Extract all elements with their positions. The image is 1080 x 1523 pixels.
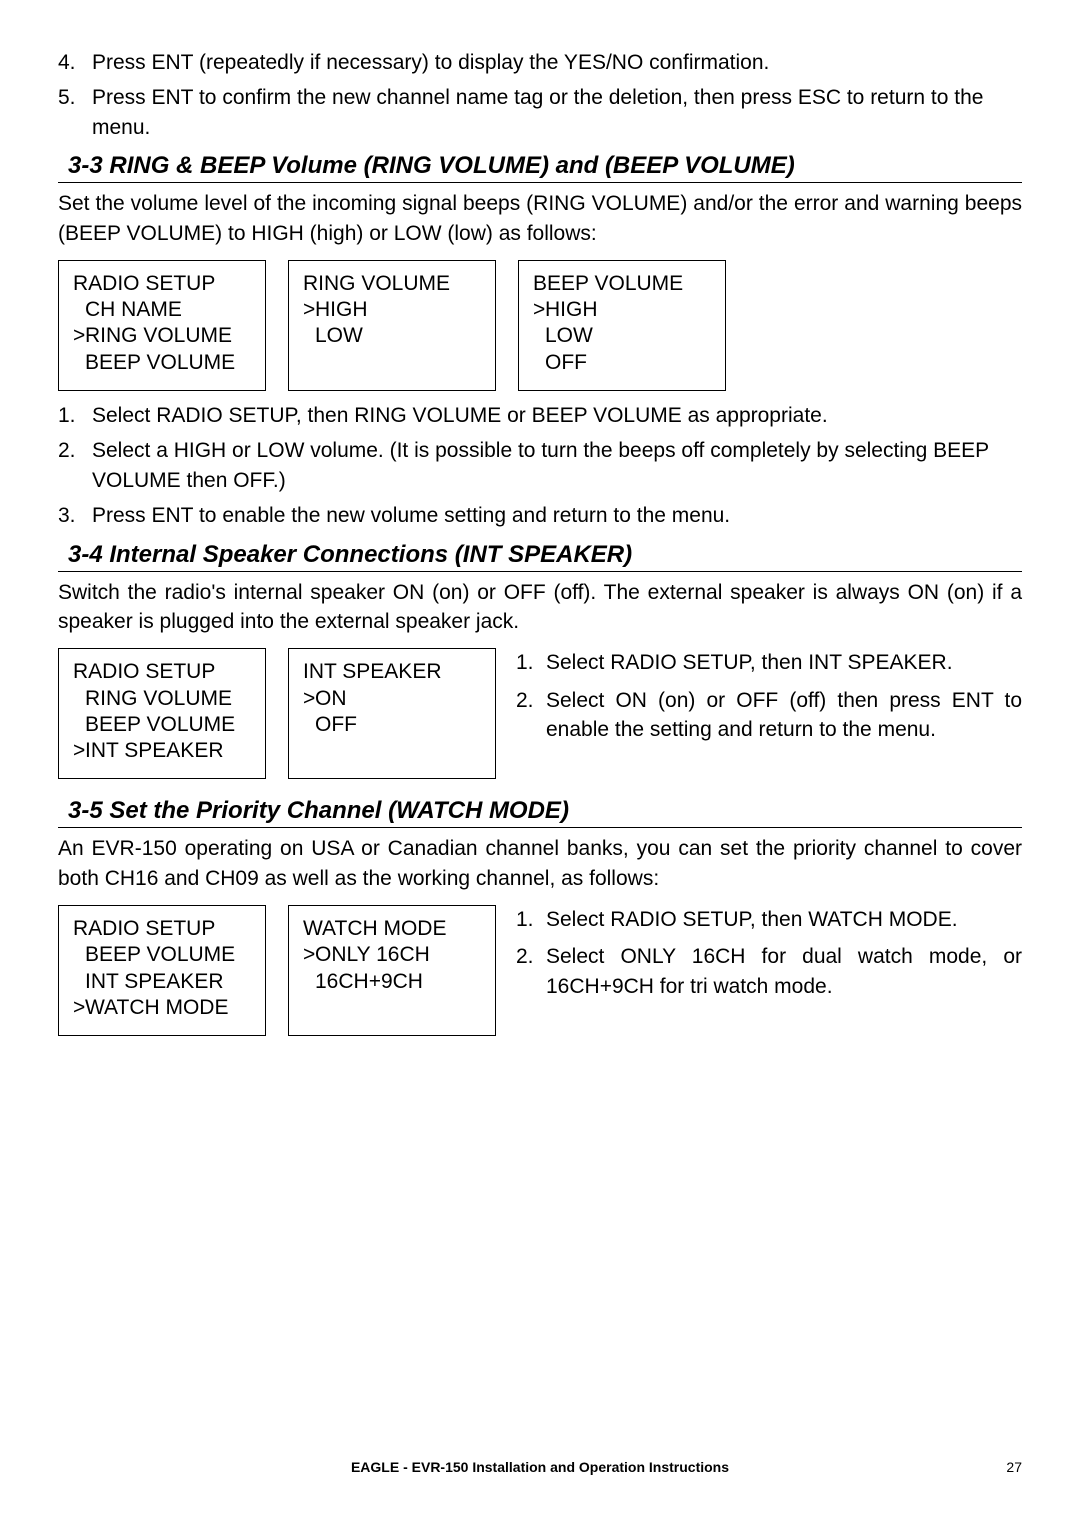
list-item: 1. Select RADIO SETUP, then RING VOLUME o… xyxy=(58,401,1022,430)
menu-item: BEEP VOLUME xyxy=(73,942,251,968)
list-item: 4. Press ENT (repeatedly if necessary) to… xyxy=(58,48,1022,77)
menu-title: RADIO SETUP xyxy=(73,916,251,942)
list-item: 5. Press ENT to confirm the new channel n… xyxy=(58,83,1022,142)
step-text: Press ENT (repeatedly if necessary) to d… xyxy=(92,51,769,74)
section-3-5-intro: An EVR-150 operating on USA or Canadian … xyxy=(58,834,1022,893)
step-text: Select RADIO SETUP, then INT SPEAKER. xyxy=(546,651,953,674)
section-3-4-steps: 1.Select RADIO SETUP, then INT SPEAKER. … xyxy=(516,648,1022,752)
list-item: 2. Select ONLY 16CH for dual watch mode, … xyxy=(516,942,1022,1001)
menu-title: INT SPEAKER xyxy=(303,659,481,685)
menu-item: BEEP VOLUME xyxy=(73,350,251,376)
menu-radio-setup: RADIO SETUP CH NAME RING VOLUME BEEP VOL… xyxy=(58,260,266,391)
step-number: 2. xyxy=(516,942,534,971)
menu-item-selected: RING VOLUME xyxy=(73,323,251,349)
section-3-4-body: RADIO SETUP RING VOLUME BEEP VOLUME INT … xyxy=(58,648,1022,779)
list-item: 2. Select a HIGH or LOW volume. (It is po… xyxy=(58,436,1022,495)
section-3-5-heading: 3-5 Set the Priority Channel (WATCH MODE… xyxy=(58,797,1022,828)
menu-radio-setup: RADIO SETUP BEEP VOLUME INT SPEAKER WATC… xyxy=(58,905,266,1036)
menu-spacer xyxy=(303,995,481,1021)
list-item: 1. Select RADIO SETUP, then WATCH MODE. xyxy=(516,905,1022,934)
menu-item: RING VOLUME xyxy=(73,686,251,712)
step-number: 1. xyxy=(516,905,534,934)
page-footer: EAGLE - EVR-150 Installation and Operati… xyxy=(0,1459,1080,1475)
menu-spacer xyxy=(303,738,481,764)
section-3-3-intro: Set the volume level of the incoming sig… xyxy=(58,189,1022,248)
section-3-4-intro: Switch the radio's internal speaker ON (… xyxy=(58,578,1022,637)
section-3-4-heading: 3-4 Internal Speaker Connections (INT SP… xyxy=(58,541,1022,572)
section-3-5-body: RADIO SETUP BEEP VOLUME INT SPEAKER WATC… xyxy=(58,905,1022,1036)
menu-item: LOW xyxy=(533,323,711,349)
menu-item: OFF xyxy=(303,712,481,738)
menu-item-selected: INT SPEAKER xyxy=(73,738,251,764)
step-number: 1. xyxy=(58,401,76,430)
footer-title: EAGLE - EVR-150 Installation and Operati… xyxy=(351,1459,729,1475)
step-number: 2. xyxy=(58,436,76,465)
page-number: 27 xyxy=(1006,1459,1022,1475)
step-number: 4. xyxy=(58,48,76,77)
menu-item-selected: ON xyxy=(303,686,481,712)
step-text: Select a HIGH or LOW volume. (It is poss… xyxy=(92,439,989,491)
menu-item: OFF xyxy=(533,350,711,376)
step-text: Select RADIO SETUP, then RING VOLUME or … xyxy=(92,404,828,427)
menu-item-selected: WATCH MODE xyxy=(73,995,251,1021)
menu-item: INT SPEAKER xyxy=(73,969,251,995)
menu-title: RADIO SETUP xyxy=(73,271,251,297)
prior-section-steps: 4. Press ENT (repeatedly if necessary) to… xyxy=(58,48,1022,142)
step-text: Select ON (on) or OFF (off) then press E… xyxy=(546,689,1022,741)
step-number: 2. xyxy=(516,686,534,715)
step-number: 5. xyxy=(58,83,76,112)
menu-item-selected: HIGH xyxy=(303,297,481,323)
step-number: 1. xyxy=(516,648,534,677)
menu-watch-mode: WATCH MODE ONLY 16CH 16CH+9CH xyxy=(288,905,496,1036)
step-text: Press ENT to confirm the new channel nam… xyxy=(92,86,983,138)
section-3-3-menus: RADIO SETUP CH NAME RING VOLUME BEEP VOL… xyxy=(58,260,1022,391)
menu-int-speaker: INT SPEAKER ON OFF xyxy=(288,648,496,779)
section-3-3-steps: 1. Select RADIO SETUP, then RING VOLUME o… xyxy=(58,401,1022,531)
menu-item: 16CH+9CH xyxy=(303,969,481,995)
step-text: Press ENT to enable the new volume setti… xyxy=(92,504,730,527)
menu-spacer xyxy=(303,350,481,376)
menu-title: BEEP VOLUME xyxy=(533,271,711,297)
step-text: Select ONLY 16CH for dual watch mode, or… xyxy=(546,945,1022,997)
section-3-3-heading: 3-3 RING & BEEP Volume (RING VOLUME) and… xyxy=(58,152,1022,183)
list-item: 3. Press ENT to enable the new volume set… xyxy=(58,501,1022,530)
menu-radio-setup: RADIO SETUP RING VOLUME BEEP VOLUME INT … xyxy=(58,648,266,779)
list-item: 2. Select ON (on) or OFF (off) then press… xyxy=(516,686,1022,745)
step-number: 3. xyxy=(58,501,76,530)
menu-title: RADIO SETUP xyxy=(73,659,251,685)
menu-item-selected: ONLY 16CH xyxy=(303,942,481,968)
menu-item: CH NAME xyxy=(73,297,251,323)
menu-item: BEEP VOLUME xyxy=(73,712,251,738)
menu-title: RING VOLUME xyxy=(303,271,481,297)
list-item: 1. Select RADIO SETUP, then INT SPEAKER. xyxy=(516,648,1022,677)
menu-item-selected: HIGH xyxy=(533,297,711,323)
menu-ring-volume: RING VOLUME HIGH LOW xyxy=(288,260,496,391)
step-text: Select RADIO SETUP, then WATCH MODE. xyxy=(546,908,958,931)
section-3-5-steps: 1. Select RADIO SETUP, then WATCH MODE. 2… xyxy=(516,905,1022,1009)
menu-beep-volume: BEEP VOLUME HIGH LOW OFF xyxy=(518,260,726,391)
menu-item: LOW xyxy=(303,323,481,349)
menu-title: WATCH MODE xyxy=(303,916,481,942)
